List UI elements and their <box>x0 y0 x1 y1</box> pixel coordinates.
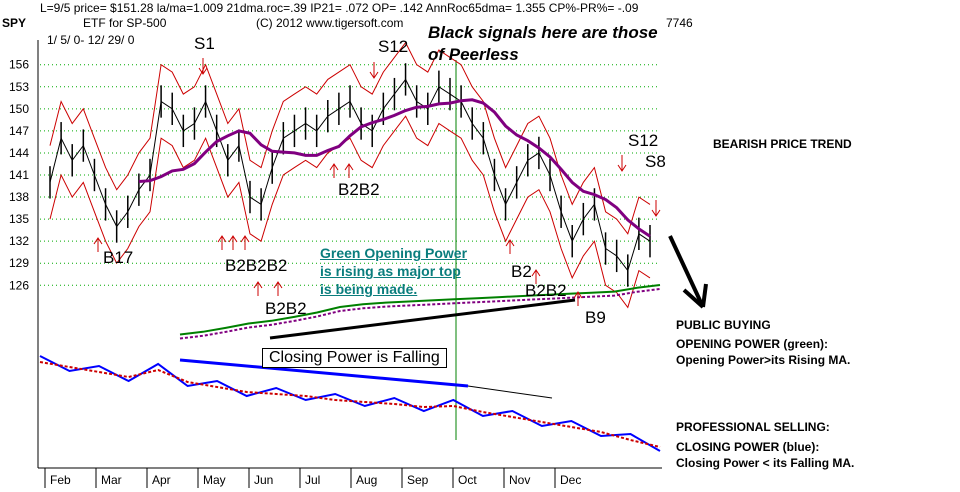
month-label: Jul <box>305 473 320 487</box>
month-label: Oct <box>458 473 477 487</box>
signal-b9: B9 <box>585 308 606 327</box>
y-tick-label: 126 <box>9 278 29 292</box>
month-label: Jun <box>254 473 273 487</box>
closing-power-label: CLOSING POWER (blue): <box>676 440 820 454</box>
peerless-note: Black signals here are those of Peerless <box>428 23 658 64</box>
op-trendline <box>269 298 576 340</box>
signal-s1: S1 <box>194 34 215 53</box>
opening-power-line <box>179 284 661 336</box>
month-label: Sep <box>407 473 429 487</box>
buy-arrow-head <box>93 237 103 245</box>
public-buying-label: PUBLIC BUYING <box>676 318 771 332</box>
closing-power-falling-box: Closing Power is Falling <box>262 348 447 368</box>
y-tick-label: 150 <box>9 102 29 116</box>
header-stats: L=9/5 price= $151.28 la/ma=1.009 21dma.r… <box>40 1 639 15</box>
y-tick-label: 144 <box>9 146 29 160</box>
cp-trendline-ext <box>467 385 553 399</box>
bearish-arrow-head-left <box>682 288 705 309</box>
header-code: 7746 <box>666 16 693 30</box>
signal-s12-jul: S12 <box>378 37 409 56</box>
month-label: May <box>203 473 226 487</box>
signal-b2b2-oct: B2B2 <box>525 281 567 300</box>
buy-arrow-head <box>253 281 263 289</box>
y-tick-label: 132 <box>9 234 29 248</box>
price-line <box>49 78 651 272</box>
opening-power-ma <box>179 288 661 340</box>
y-tick-label: 141 <box>9 168 29 182</box>
month-label: Dec <box>560 473 581 487</box>
signal-b2-oct: B2 <box>511 262 532 281</box>
bearish-arrow-head-right <box>701 283 708 308</box>
buy-arrow-head <box>505 239 515 247</box>
y-tick-label: 153 <box>9 80 29 94</box>
buy-arrow-head <box>273 281 283 289</box>
opening-power-label: OPENING POWER (green): <box>676 337 829 351</box>
signal-s8: S8 <box>645 152 666 171</box>
buy-arrow-head <box>573 291 583 299</box>
opening-power-desc: Opening Power>its Rising MA. <box>676 353 851 367</box>
professional-selling-label: PROFESSIONAL SELLING: <box>676 420 830 434</box>
signal-b2b2-may: B2B2 <box>265 299 307 318</box>
buy-arrow-head <box>531 269 541 277</box>
op-note-line3: is being made. <box>320 281 418 297</box>
y-tick-label: 138 <box>9 190 29 204</box>
y-tick-label: 147 <box>9 124 29 138</box>
header-etf: ETF for SP-500 <box>83 16 167 30</box>
closing-power-desc: Closing Power < its Falling MA. <box>676 456 855 470</box>
buy-arrow-head <box>240 235 250 243</box>
buy-arrow-head <box>217 235 227 243</box>
signal-b2b2b2: B2B2B2 <box>225 256 288 275</box>
sell-arrow-head <box>198 67 208 75</box>
buy-arrow-head <box>344 163 354 171</box>
ticker-label: SPY <box>2 16 27 30</box>
buy-arrow-head <box>228 235 238 243</box>
month-label: Aug <box>356 473 377 487</box>
month-label: Feb <box>50 473 71 487</box>
y-tick-label: 156 <box>9 58 29 72</box>
month-label: Mar <box>101 473 122 487</box>
sell-arrow-head <box>369 71 379 79</box>
signal-b2b2-jul: B2B2 <box>338 180 380 199</box>
closing-power-ma <box>39 361 661 448</box>
header-date-range: 1/ 5/ 0- 12/ 29/ 0 <box>47 33 135 47</box>
bearish-trend-label: BEARISH PRICE TREND <box>713 137 852 151</box>
month-label: Nov <box>509 473 530 487</box>
y-tick-label: 129 <box>9 256 29 270</box>
sell-arrow-head <box>617 164 627 172</box>
op-note-line1: Green Opening Power <box>320 245 468 261</box>
closing-power-line <box>39 355 661 452</box>
ma65-line <box>138 98 651 238</box>
lower-band <box>49 115 651 309</box>
cp-trendline <box>179 358 469 388</box>
header-copyright: (C) 2012 www.tigersoft.com <box>256 16 404 30</box>
bearish-arrow-shaft <box>668 235 705 308</box>
op-note-line2: is rising as major top <box>320 263 461 279</box>
month-label: Apr <box>152 473 171 487</box>
buy-arrow-head <box>329 163 339 171</box>
sell-arrow-head <box>651 209 661 217</box>
y-tick-label: 135 <box>9 212 29 226</box>
upper-band <box>49 41 651 235</box>
signal-b17: B17 <box>103 248 134 267</box>
signal-s12-nov: S12 <box>628 131 659 150</box>
